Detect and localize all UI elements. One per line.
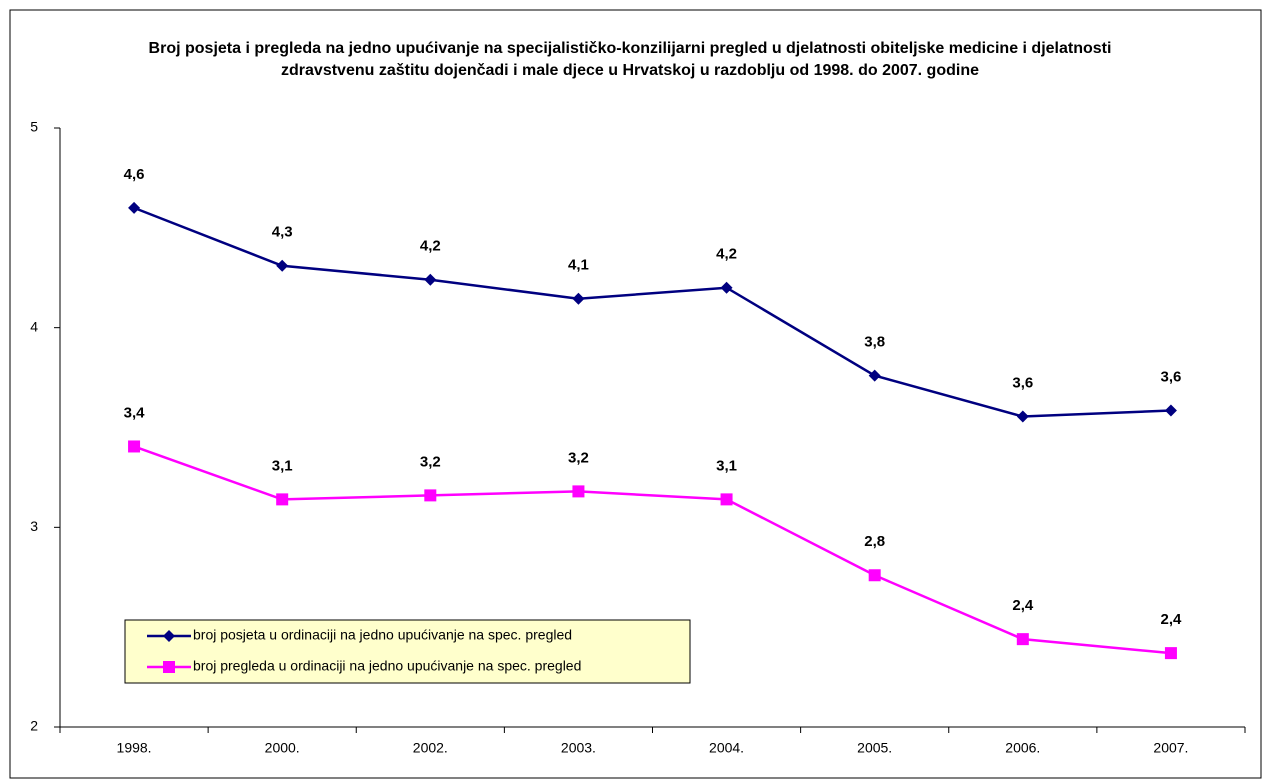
x-tick-label: 2005.	[857, 740, 892, 756]
data-point	[128, 201, 141, 214]
data-label: 3,1	[272, 457, 293, 474]
data-label: 2,4	[1161, 611, 1183, 628]
data-point	[572, 292, 585, 305]
data-label: 3,8	[864, 334, 885, 351]
series-line	[133, 445, 1172, 655]
data-point	[868, 369, 881, 382]
data-point	[720, 493, 733, 506]
legend-marker	[163, 630, 175, 642]
data-point	[424, 273, 437, 286]
x-tick-label: 2006.	[1005, 740, 1040, 756]
x-tick-label: 2007.	[1153, 740, 1188, 756]
legend-marker	[163, 661, 175, 673]
data-label: 3,6	[1161, 368, 1182, 385]
data-label: 3,2	[568, 449, 589, 466]
data-point	[1016, 633, 1029, 646]
data-label: 3,6	[1012, 374, 1033, 391]
legend-label: broj posjeta u ordinaciji na jedno upući…	[193, 627, 572, 643]
y-tick-label: 2	[30, 718, 38, 734]
data-label: 4,2	[716, 246, 737, 263]
data-point	[720, 281, 733, 294]
chart-title: Broj posjeta i pregleda na jedno upućiva…	[148, 40, 1112, 79]
data-point	[868, 569, 881, 582]
y-tick-label: 4	[30, 318, 38, 334]
data-label: 4,2	[420, 238, 441, 255]
data-point	[1164, 404, 1177, 417]
x-tick-label: 2003.	[561, 740, 596, 756]
y-tick-label: 3	[30, 518, 38, 534]
data-point	[1164, 647, 1177, 660]
data-label: 3,4	[124, 404, 146, 421]
data-point	[424, 489, 437, 502]
y-tick-label: 5	[30, 119, 38, 135]
x-tick-label: 2004.	[709, 740, 744, 756]
data-label: 3,2	[420, 453, 441, 470]
data-point	[1016, 410, 1029, 423]
x-tick-label: 1998.	[117, 740, 152, 756]
data-label: 4,1	[568, 257, 589, 274]
legend-box	[124, 619, 691, 684]
data-label: 4,3	[272, 224, 293, 241]
data-label: 2,8	[864, 533, 885, 550]
data-label: 2,4	[1012, 597, 1034, 614]
data-point	[128, 440, 141, 453]
data-point	[276, 259, 289, 272]
x-tick-label: 2002.	[413, 740, 448, 756]
series-line	[133, 206, 1171, 418]
data-point	[276, 493, 289, 506]
data-label: 3,1	[716, 457, 737, 474]
legend-label: broj pregleda u ordinaciji na jedno upuć…	[193, 658, 581, 674]
x-tick-label: 2000.	[265, 740, 300, 756]
data-point	[572, 485, 585, 498]
data-label: 4,6	[124, 166, 145, 183]
